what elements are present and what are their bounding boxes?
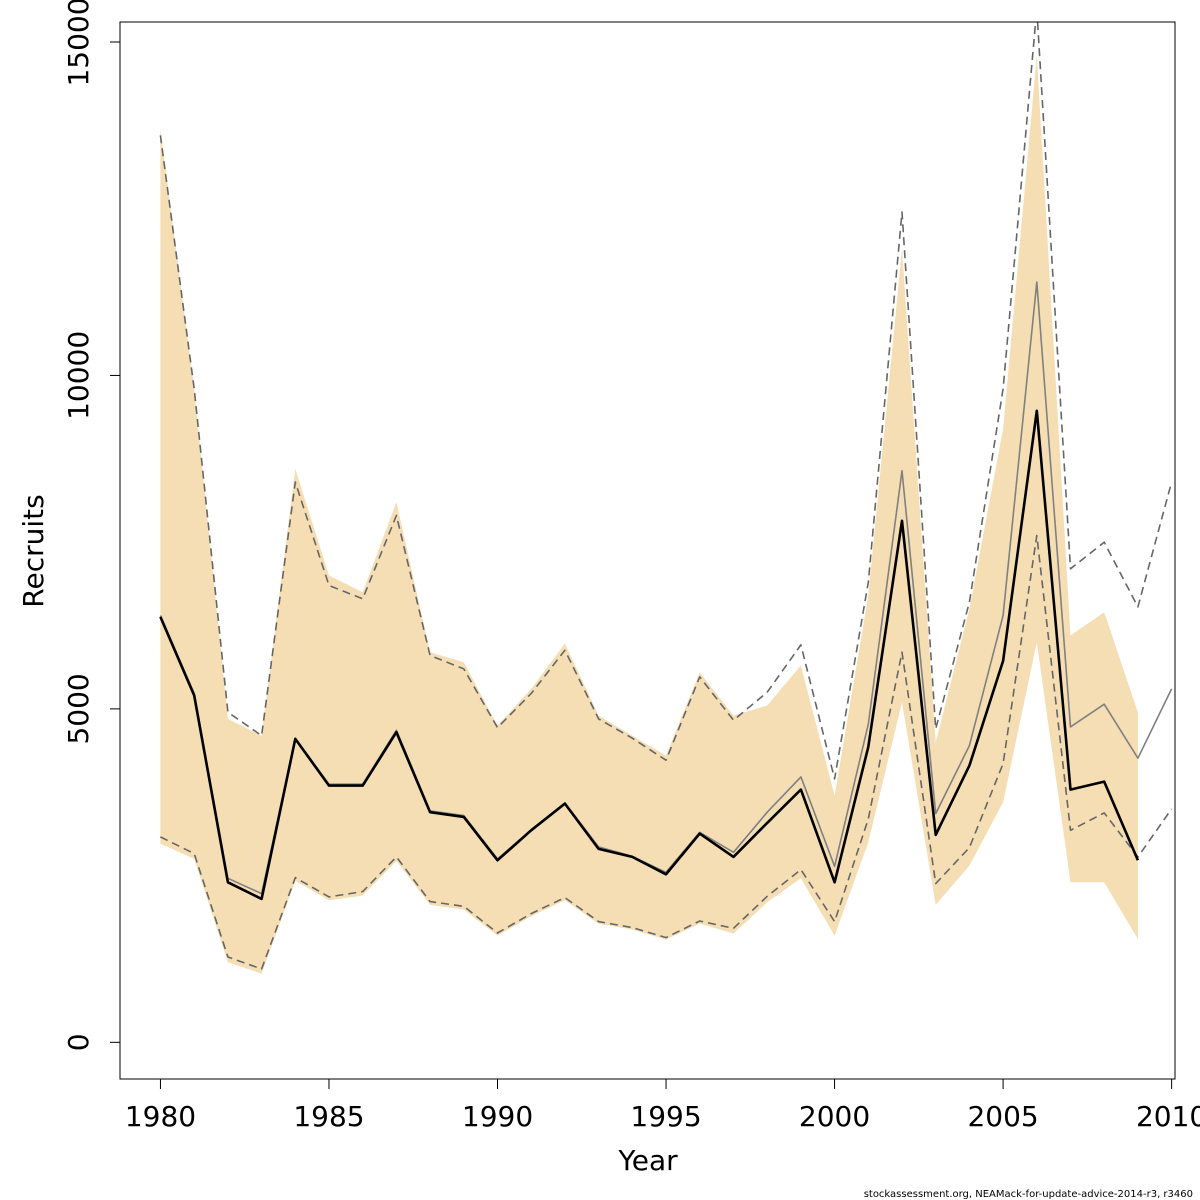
x-tick-label: 1990 bbox=[462, 1100, 533, 1133]
x-tick-label: 1980 bbox=[125, 1100, 196, 1133]
y-tick-label: 15000 bbox=[62, 0, 95, 87]
x-axis-title: Year bbox=[617, 1144, 678, 1177]
y-tick-label: 5000 bbox=[62, 673, 95, 744]
y-tick-label: 0 bbox=[62, 1033, 95, 1051]
x-tick-label: 2005 bbox=[967, 1100, 1038, 1133]
upper-dashed-bound-line bbox=[159, 22, 1173, 780]
plot-area bbox=[159, 22, 1173, 974]
y-axis: 0 5000 10000 15000 bbox=[62, 0, 121, 1051]
confidence-band bbox=[160, 55, 1138, 974]
footer-credit: stockassessment.org, NEAMack-for-update-… bbox=[864, 1189, 1193, 1200]
recruitment-estimate-line bbox=[159, 409, 1140, 901]
x-axis: 1980 1985 1990 1995 2000 2005 2010 bbox=[125, 1078, 1200, 1133]
x-tick-label: 1985 bbox=[293, 1100, 364, 1133]
lower-dashed-bound-line bbox=[160, 534, 1173, 970]
x-tick-label: 2010 bbox=[1136, 1100, 1200, 1133]
x-tick-label: 2000 bbox=[799, 1100, 870, 1133]
y-axis-title: Recruits bbox=[17, 494, 50, 607]
x-tick-label: 1995 bbox=[630, 1100, 701, 1133]
y-tick-label: 10000 bbox=[62, 331, 95, 420]
